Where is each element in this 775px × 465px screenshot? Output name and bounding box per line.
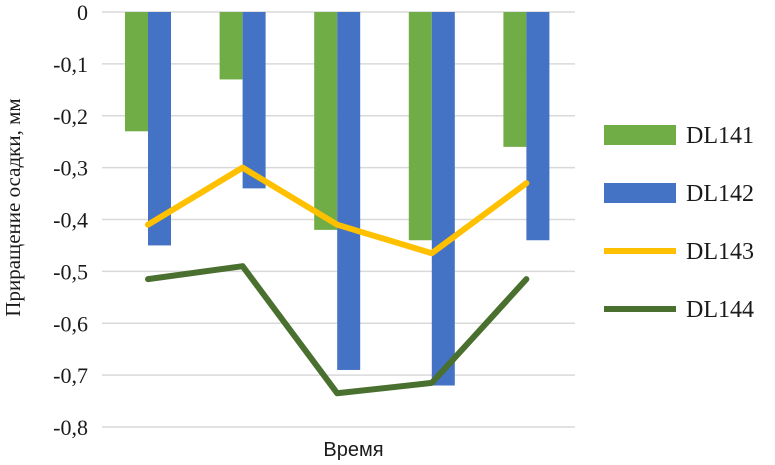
bar-dl141: [408, 12, 432, 241]
lines: [145, 164, 530, 397]
y-tick-labels: 0 -0,1 -0,2 -0,3 -0,4 -0,5 -0,6 -0,7 -0,8: [53, 0, 88, 440]
legend-label-dl141: DL141: [686, 123, 754, 149]
bar-dl141: [503, 12, 527, 147]
y-tick-label: 0: [77, 0, 88, 25]
y-tick-label: -0,3: [53, 156, 88, 181]
bar-dl142: [526, 12, 550, 241]
y-tick-label: -0,5: [53, 259, 88, 284]
legend-swatch-dl141: [604, 125, 676, 145]
bar-dl142: [242, 12, 266, 189]
y-tick-label: -0,1: [53, 52, 88, 77]
line-dl144: [145, 263, 530, 397]
bar-dl141: [125, 12, 148, 132]
bar-dl141: [219, 12, 243, 80]
bar-dl142: [148, 12, 171, 246]
bar-dl142: [431, 12, 455, 386]
y-tick-label: -0,7: [53, 363, 88, 388]
bar-dl141: [314, 12, 338, 230]
y-tick-label: -0,8: [53, 415, 88, 440]
line-dl143: [145, 164, 530, 257]
y-axis-title: Приращение осадки, мм: [1, 98, 25, 316]
legend: DL141 DL142 DL143 DL144: [604, 123, 754, 323]
y-tick-label: -0,2: [53, 104, 88, 129]
y-tick-label: -0,4: [53, 208, 88, 233]
bar-dl142: [337, 12, 361, 370]
legend-swatch-dl142: [604, 183, 676, 203]
y-tick-label: -0,6: [53, 311, 88, 336]
bars: [125, 12, 550, 386]
x-axis-title: Время: [323, 439, 383, 461]
legend-label-dl142: DL142: [686, 181, 754, 207]
legend-label-dl143: DL143: [686, 239, 754, 265]
legend-label-dl144: DL144: [686, 297, 754, 323]
